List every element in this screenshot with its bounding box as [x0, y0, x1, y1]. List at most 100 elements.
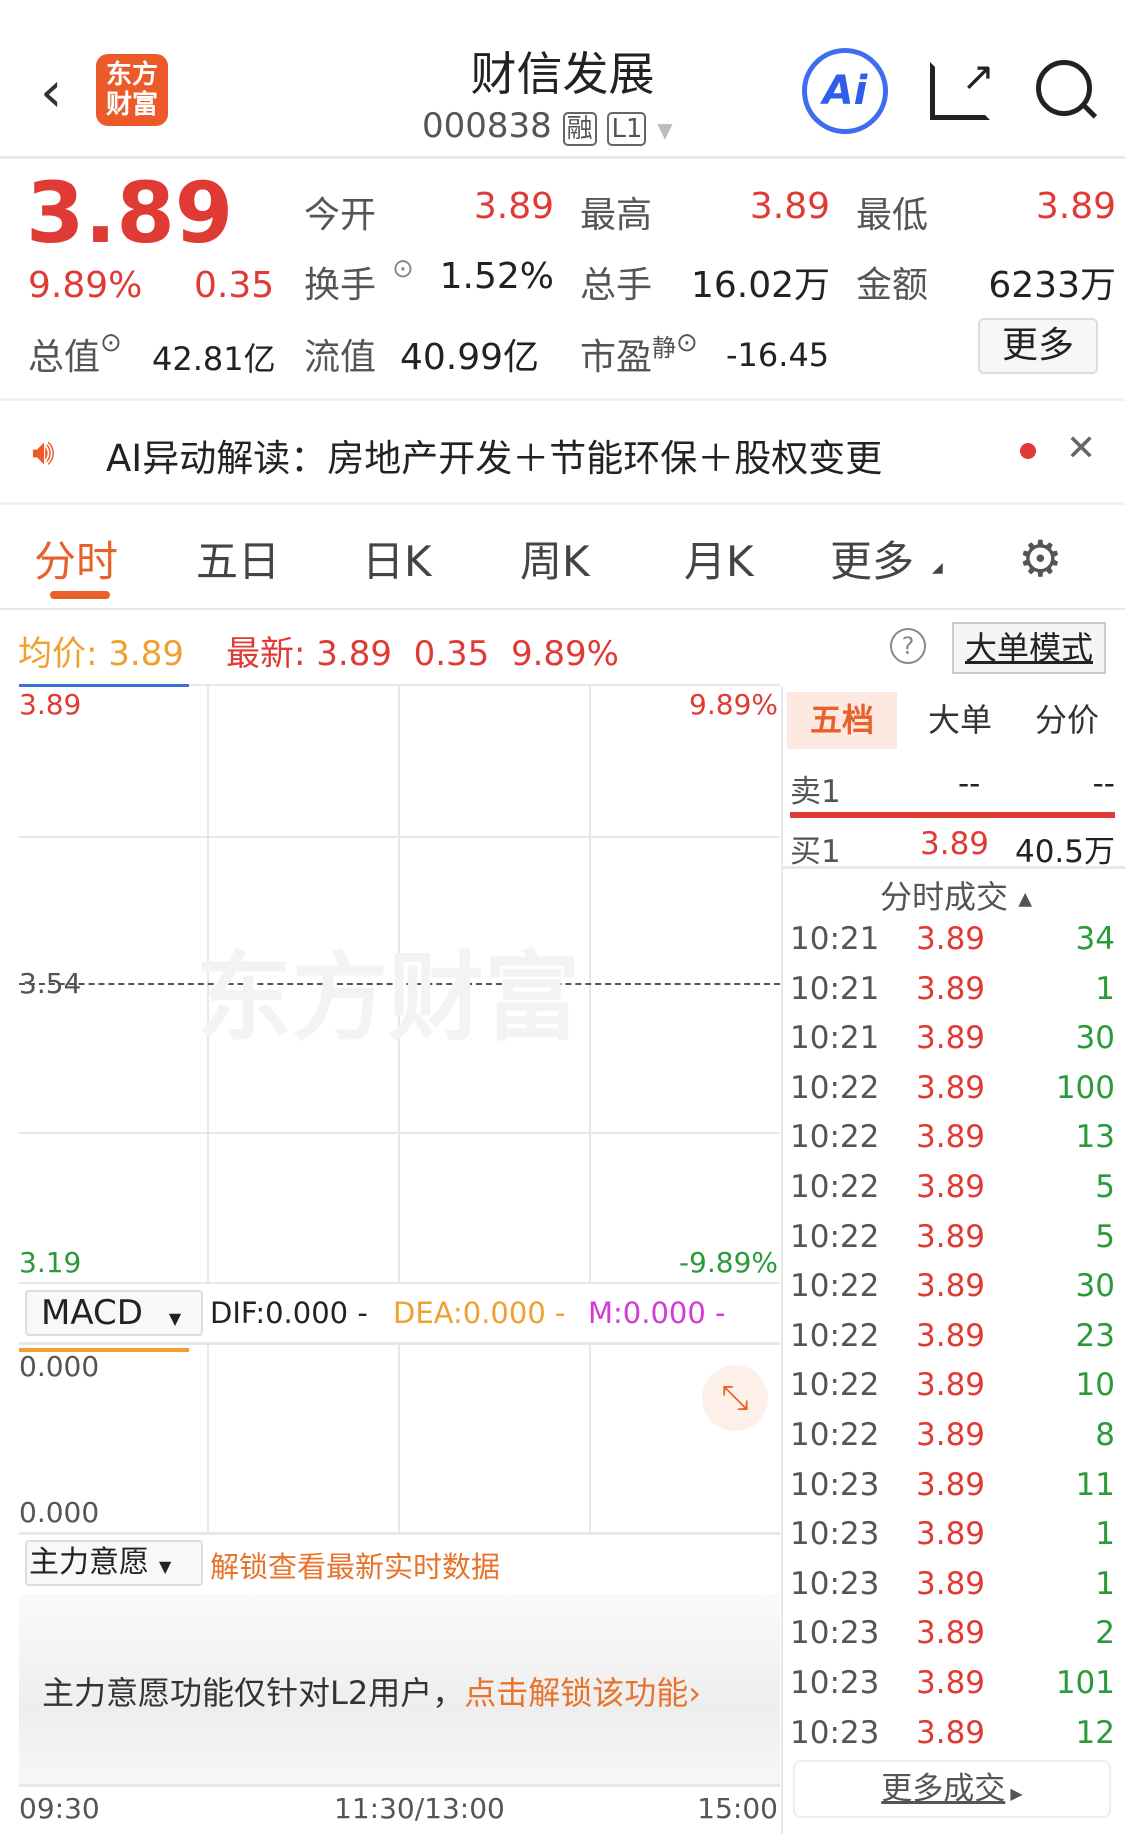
tab-1[interactable]: 五日 — [196, 537, 281, 586]
close-icon[interactable]: ✕ — [1066, 428, 1097, 469]
unlock-feature-link[interactable]: 点击解锁该功能› — [464, 1674, 702, 1712]
stat-value: 3.89 — [473, 186, 554, 227]
panel-tab-dadan[interactable]: 大单 — [927, 701, 992, 739]
expand-icon[interactable]: ⤡ — [702, 1365, 768, 1431]
stat-label: 总手 — [580, 265, 653, 306]
macd-dif: DIF:0.000 - — [210, 1296, 368, 1330]
float-value: 40.99亿 — [400, 337, 540, 378]
stock-code-row[interactable]: 000838 融 L1 ▼ — [422, 106, 673, 146]
tick-row: 10:23 3.89 11 — [790, 1466, 1115, 1503]
panel-divider — [781, 686, 783, 1834]
axis-bot-pct: -9.89% — [678, 1246, 778, 1279]
zlyy-select[interactable]: 主力意愿 ▼ — [25, 1540, 203, 1586]
tab-underline — [50, 591, 110, 599]
price-line — [19, 684, 189, 687]
sell1-row: 卖1 -- -- — [790, 766, 1115, 810]
back-button[interactable]: ‹ — [40, 60, 63, 125]
macd-select[interactable]: MACD ▼ — [25, 1290, 203, 1336]
stat-value: 3.89 — [1035, 186, 1116, 227]
more-button[interactable]: 更多 — [978, 318, 1098, 374]
stock-title: 财信发展 — [470, 47, 655, 101]
total-value: 42.81亿 — [152, 340, 276, 378]
current-price: 3.89 — [26, 164, 234, 262]
info-icon[interactable]: ⊙ — [392, 254, 414, 284]
tab-2[interactable]: 日K — [362, 537, 432, 586]
tab-4[interactable]: 月K — [684, 537, 754, 586]
change-amount: 0.35 — [194, 265, 275, 306]
panel-tab-wudang[interactable]: 五档 — [787, 692, 897, 749]
grid-line — [19, 1282, 780, 1284]
zlyy-locked-box — [19, 1594, 780, 1784]
tick-row: 10:21 3.89 1 — [790, 970, 1115, 1007]
avg-price: 均价: 3.89 — [18, 634, 184, 674]
dropdown-icon: ▼ — [657, 118, 673, 142]
panel-tab-fenjia[interactable]: 分价 — [1034, 701, 1099, 739]
tick-row: 10:22 3.89 5 — [790, 1218, 1115, 1255]
divider — [0, 398, 1125, 401]
stat-value: 6233万 — [988, 265, 1116, 306]
tick-row: 10:22 3.89 8 — [790, 1417, 1115, 1453]
zlyy-message: 主力意愿功能仅针对L2用户，点击解锁该功能› — [42, 1674, 702, 1712]
speaker-icon: 🔊︎ — [32, 432, 55, 473]
stock-code: 000838 — [422, 106, 552, 146]
more-ticks-button[interactable]: 更多成交 ▶ — [793, 1760, 1111, 1818]
axis-bot-price: 3.19 — [19, 1246, 82, 1279]
macd-m: M:0.000 - — [588, 1296, 726, 1330]
unread-dot — [1020, 443, 1036, 459]
grid-line — [19, 1342, 780, 1345]
buy1-row: 买1 3.89 40.5万 — [790, 826, 1115, 870]
total-value-label: 总值⊙ — [28, 328, 122, 378]
tick-row: 10:22 3.89 5 — [790, 1169, 1115, 1205]
time-end: 15:00 — [697, 1792, 778, 1825]
grid-line — [19, 1784, 780, 1787]
app-logo: 东方 财富 — [96, 54, 168, 126]
share-icon[interactable]: ↗ — [930, 57, 995, 120]
pe-label: 市盈静⊙ — [580, 328, 698, 378]
prev-close-line — [19, 983, 780, 985]
tab-3[interactable]: 周K — [520, 537, 590, 586]
latest-price: 最新: 3.89 0.35 9.89% — [226, 634, 619, 674]
grid-line — [19, 1532, 780, 1535]
tick-row: 10:22 3.89 13 — [790, 1119, 1115, 1156]
divider — [0, 156, 1125, 159]
unlock-link[interactable]: 解锁查看最新实时数据 — [210, 1550, 501, 1584]
tab-more-caret: ◢ — [932, 560, 943, 576]
macd-dea: DEA:0.000 - — [393, 1296, 566, 1330]
stat-label: 最高 — [580, 195, 653, 236]
search-icon[interactable] — [1036, 60, 1092, 116]
tick-row: 10:22 3.89 10 — [790, 1367, 1115, 1404]
change-pct: 9.89% — [28, 265, 143, 306]
grid-line — [207, 1345, 209, 1532]
ai-button[interactable]: Ai — [802, 48, 888, 134]
tick-row: 10:23 3.89 101 — [790, 1665, 1115, 1701]
tab-5[interactable]: 更多 — [830, 537, 915, 586]
big-order-mode-button[interactable]: 大单模式 — [952, 622, 1106, 674]
axis-top-pct: 9.89% — [689, 688, 778, 721]
tick-row: 10:21 3.89 34 — [790, 921, 1115, 957]
grid-line — [19, 684, 780, 686]
watermark: 东方财富 — [196, 942, 580, 1054]
stat-value: 16.02万 — [690, 265, 830, 306]
tick-row: 10:23 3.89 1 — [790, 1516, 1115, 1553]
macd-axis-bot: 0.000 — [19, 1496, 100, 1529]
settings-icon[interactable]: ⚙ — [1018, 530, 1063, 588]
divider — [781, 866, 1125, 869]
stat-label: 换手 — [304, 265, 377, 306]
grid-line — [398, 1345, 400, 1532]
ticks-title[interactable]: 分时成交 ▲ — [880, 878, 1033, 916]
tick-row: 10:21 3.89 30 — [790, 1020, 1115, 1057]
stat-value: 1.52% — [439, 256, 554, 297]
search-icon-handle — [1080, 102, 1098, 119]
macd-axis-top: 0.000 — [19, 1350, 100, 1383]
tick-row: 10:22 3.89 30 — [790, 1268, 1115, 1305]
help-icon[interactable]: ? — [890, 628, 926, 664]
tick-row: 10:22 3.89 100 — [790, 1069, 1115, 1106]
divider — [0, 608, 1125, 610]
axis-top-price: 3.89 — [19, 688, 82, 721]
tab-0[interactable]: 分时 — [34, 537, 119, 586]
pe-value: -16.45 — [726, 336, 830, 374]
time-mid: 11:30/13:00 — [334, 1792, 505, 1825]
spread-bar — [790, 812, 1115, 818]
ai-banner-text[interactable]: AI异动解读：房地产开发＋节能环保＋股权变更 — [106, 437, 883, 480]
badge-rong: 融 — [562, 112, 597, 146]
